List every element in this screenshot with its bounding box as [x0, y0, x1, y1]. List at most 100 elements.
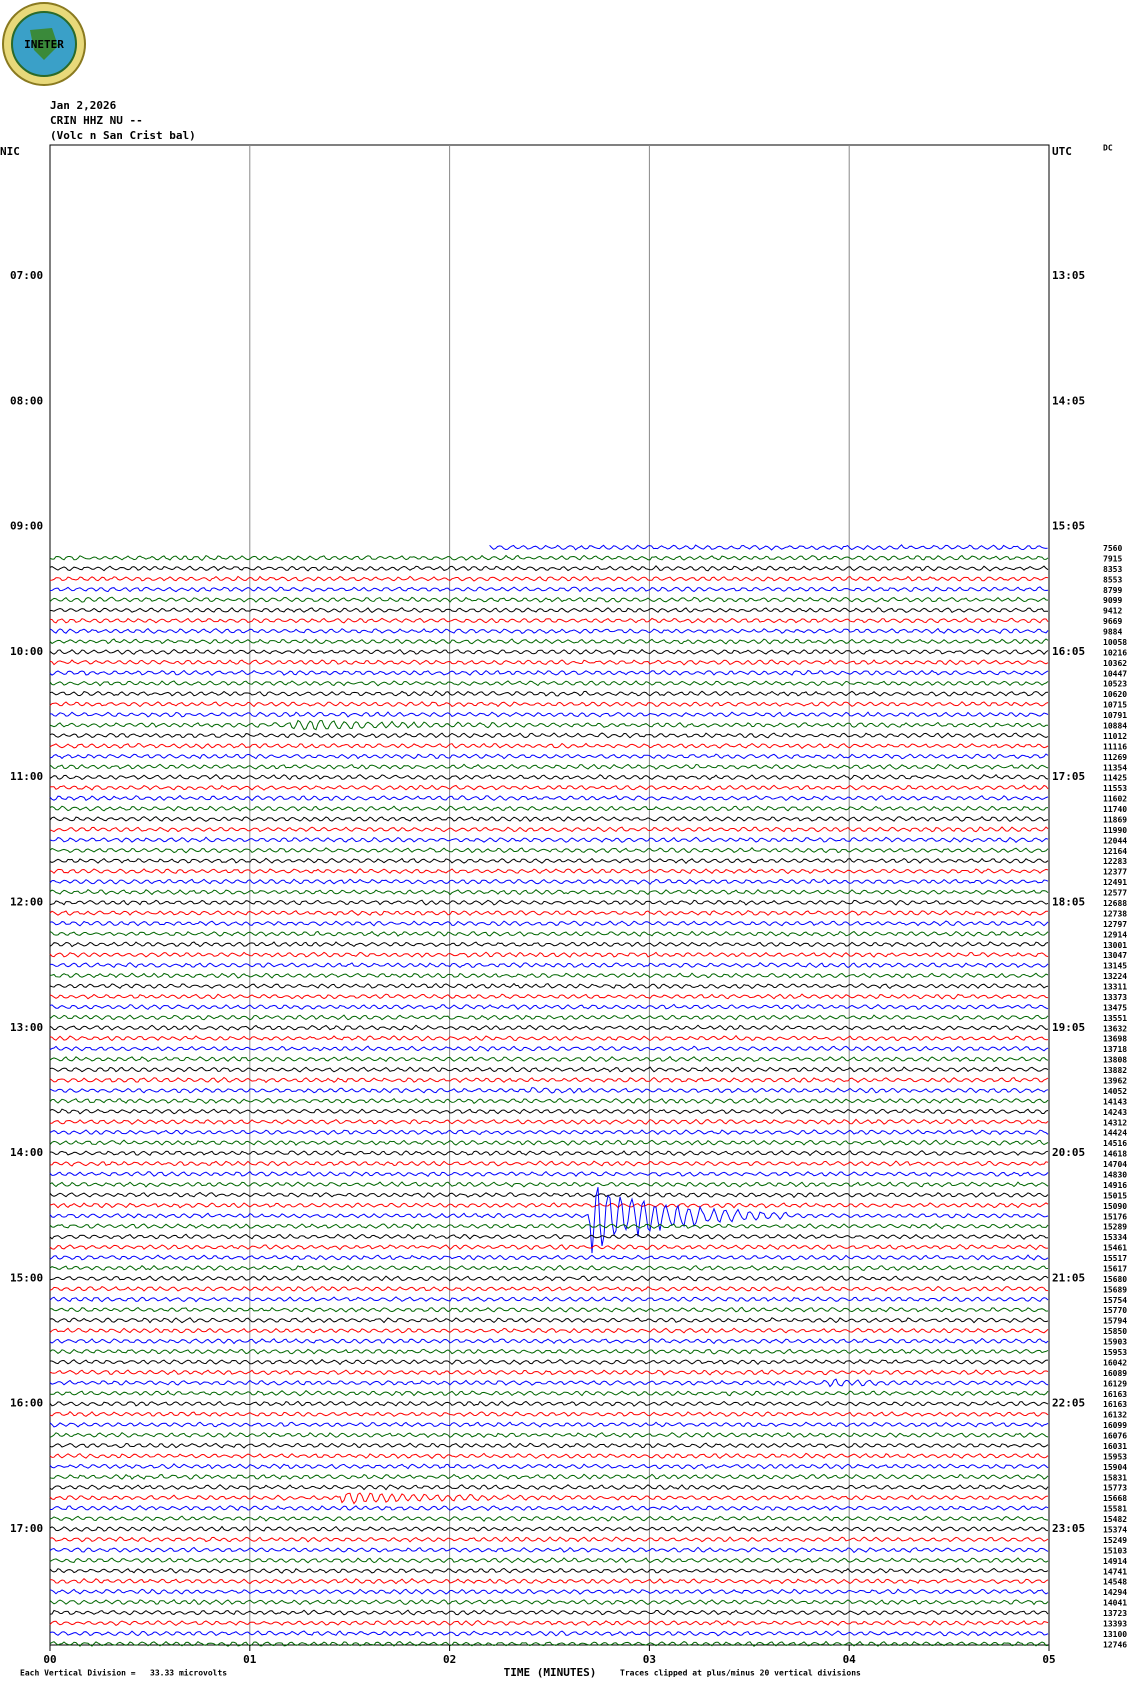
dc-value: 11990	[1103, 826, 1127, 835]
dc-value: 8799	[1103, 586, 1122, 595]
trace	[49, 1202, 1049, 1209]
dc-value: 9884	[1103, 628, 1122, 637]
dc-value: 13145	[1103, 962, 1127, 971]
dc-value: 14294	[1103, 1588, 1127, 1597]
dc-value: 12377	[1103, 868, 1127, 877]
trace	[49, 1515, 1049, 1522]
dc-value: 11602	[1103, 795, 1127, 804]
left-axis-label: NIC	[0, 145, 20, 158]
dc-value: 15461	[1103, 1244, 1127, 1253]
trace	[49, 627, 1049, 634]
station: CRIN HHZ NU --	[50, 114, 143, 127]
trace	[489, 544, 1048, 551]
trace	[49, 638, 1049, 645]
dc-value: 16076	[1103, 1432, 1127, 1441]
dc-value: 11354	[1103, 763, 1127, 772]
trace	[49, 1327, 1049, 1334]
left-time-label: 10:00	[10, 645, 43, 658]
trace	[49, 1076, 1049, 1084]
trace	[49, 1233, 1049, 1240]
trace	[49, 920, 1049, 927]
trace	[49, 554, 1049, 561]
dc-value: 13047	[1103, 951, 1127, 960]
dc-value: 10791	[1103, 711, 1127, 720]
dc-value: 14516	[1103, 1139, 1127, 1148]
dc-value: 14243	[1103, 1108, 1127, 1117]
trace	[49, 701, 1049, 708]
dc-value: 14704	[1103, 1160, 1127, 1169]
dc-label: DC	[1103, 144, 1113, 153]
right-time-label: 13:05	[1052, 269, 1085, 282]
trace	[49, 1097, 1049, 1105]
dc-value: 13551	[1103, 1014, 1127, 1023]
left-time-label: 07:00	[10, 269, 43, 282]
dc-value: 16129	[1103, 1379, 1127, 1388]
trace	[49, 1066, 1049, 1073]
dc-value: 13723	[1103, 1609, 1127, 1618]
dc-value: 15770	[1103, 1306, 1127, 1315]
dc-value: 11116	[1103, 742, 1127, 751]
dc-value: 11269	[1103, 753, 1127, 762]
trace	[49, 1492, 1049, 1505]
left-time-label: 11:00	[10, 770, 43, 783]
dc-value: 15689	[1103, 1285, 1127, 1294]
dc-value: 14041	[1103, 1599, 1127, 1608]
trace	[49, 669, 1049, 676]
dc-value: 14143	[1103, 1097, 1127, 1106]
trace	[49, 993, 1049, 1000]
trace	[49, 1452, 1049, 1459]
right-time-label: 15:05	[1052, 520, 1085, 533]
trace	[49, 1369, 1049, 1376]
trace	[49, 1390, 1049, 1397]
right-time-label: 18:05	[1052, 896, 1085, 909]
trace	[49, 1536, 1049, 1543]
dc-value: 15334	[1103, 1233, 1127, 1242]
dc-value: 10447	[1103, 669, 1127, 678]
dc-value: 13698	[1103, 1035, 1127, 1044]
trace	[49, 1003, 1049, 1011]
trace	[49, 888, 1049, 896]
trace	[49, 1317, 1049, 1324]
trace	[49, 784, 1049, 791]
trace	[49, 930, 1049, 937]
trace	[49, 1598, 1049, 1606]
x-tick-label: 01	[243, 1653, 257, 1666]
trace	[49, 836, 1049, 843]
x-tick-label: 02	[443, 1653, 456, 1666]
dc-value: 7915	[1103, 554, 1122, 563]
dc-value: 15176	[1103, 1212, 1127, 1221]
dc-value: 15617	[1103, 1264, 1127, 1273]
footer-right: Traces clipped at plus/minus 20 vertical…	[620, 1668, 861, 1678]
trace	[49, 1285, 1049, 1293]
dc-value: 8553	[1103, 575, 1122, 584]
dc-value: 14618	[1103, 1150, 1127, 1159]
trace	[49, 1337, 1049, 1345]
trace	[49, 607, 1049, 614]
trace	[49, 951, 1049, 958]
trace	[49, 1187, 1049, 1254]
trace	[49, 1473, 1049, 1480]
trace	[49, 1223, 1049, 1230]
dc-value: 15680	[1103, 1275, 1127, 1284]
dc-value: 14052	[1103, 1087, 1127, 1096]
dc-value: 7560	[1103, 544, 1122, 553]
dc-value: 15904	[1103, 1463, 1127, 1472]
dc-value: 13224	[1103, 972, 1127, 981]
left-time-label: 17:00	[10, 1522, 43, 1535]
dc-value: 12688	[1103, 899, 1127, 908]
dc-value: 11425	[1103, 774, 1127, 783]
right-time-label: 16:05	[1052, 645, 1085, 658]
dc-value: 15581	[1103, 1505, 1127, 1514]
right-time-label: 17:05	[1052, 770, 1085, 783]
dc-value: 16031	[1103, 1442, 1127, 1451]
dc-value: 10058	[1103, 638, 1127, 647]
trace	[49, 1160, 1049, 1167]
trace	[49, 805, 1049, 812]
dc-value: 16163	[1103, 1400, 1127, 1409]
trace	[49, 909, 1049, 916]
trace	[49, 1525, 1049, 1533]
trace	[49, 711, 1049, 718]
trace	[49, 857, 1049, 865]
dc-value: 13475	[1103, 1003, 1127, 1012]
